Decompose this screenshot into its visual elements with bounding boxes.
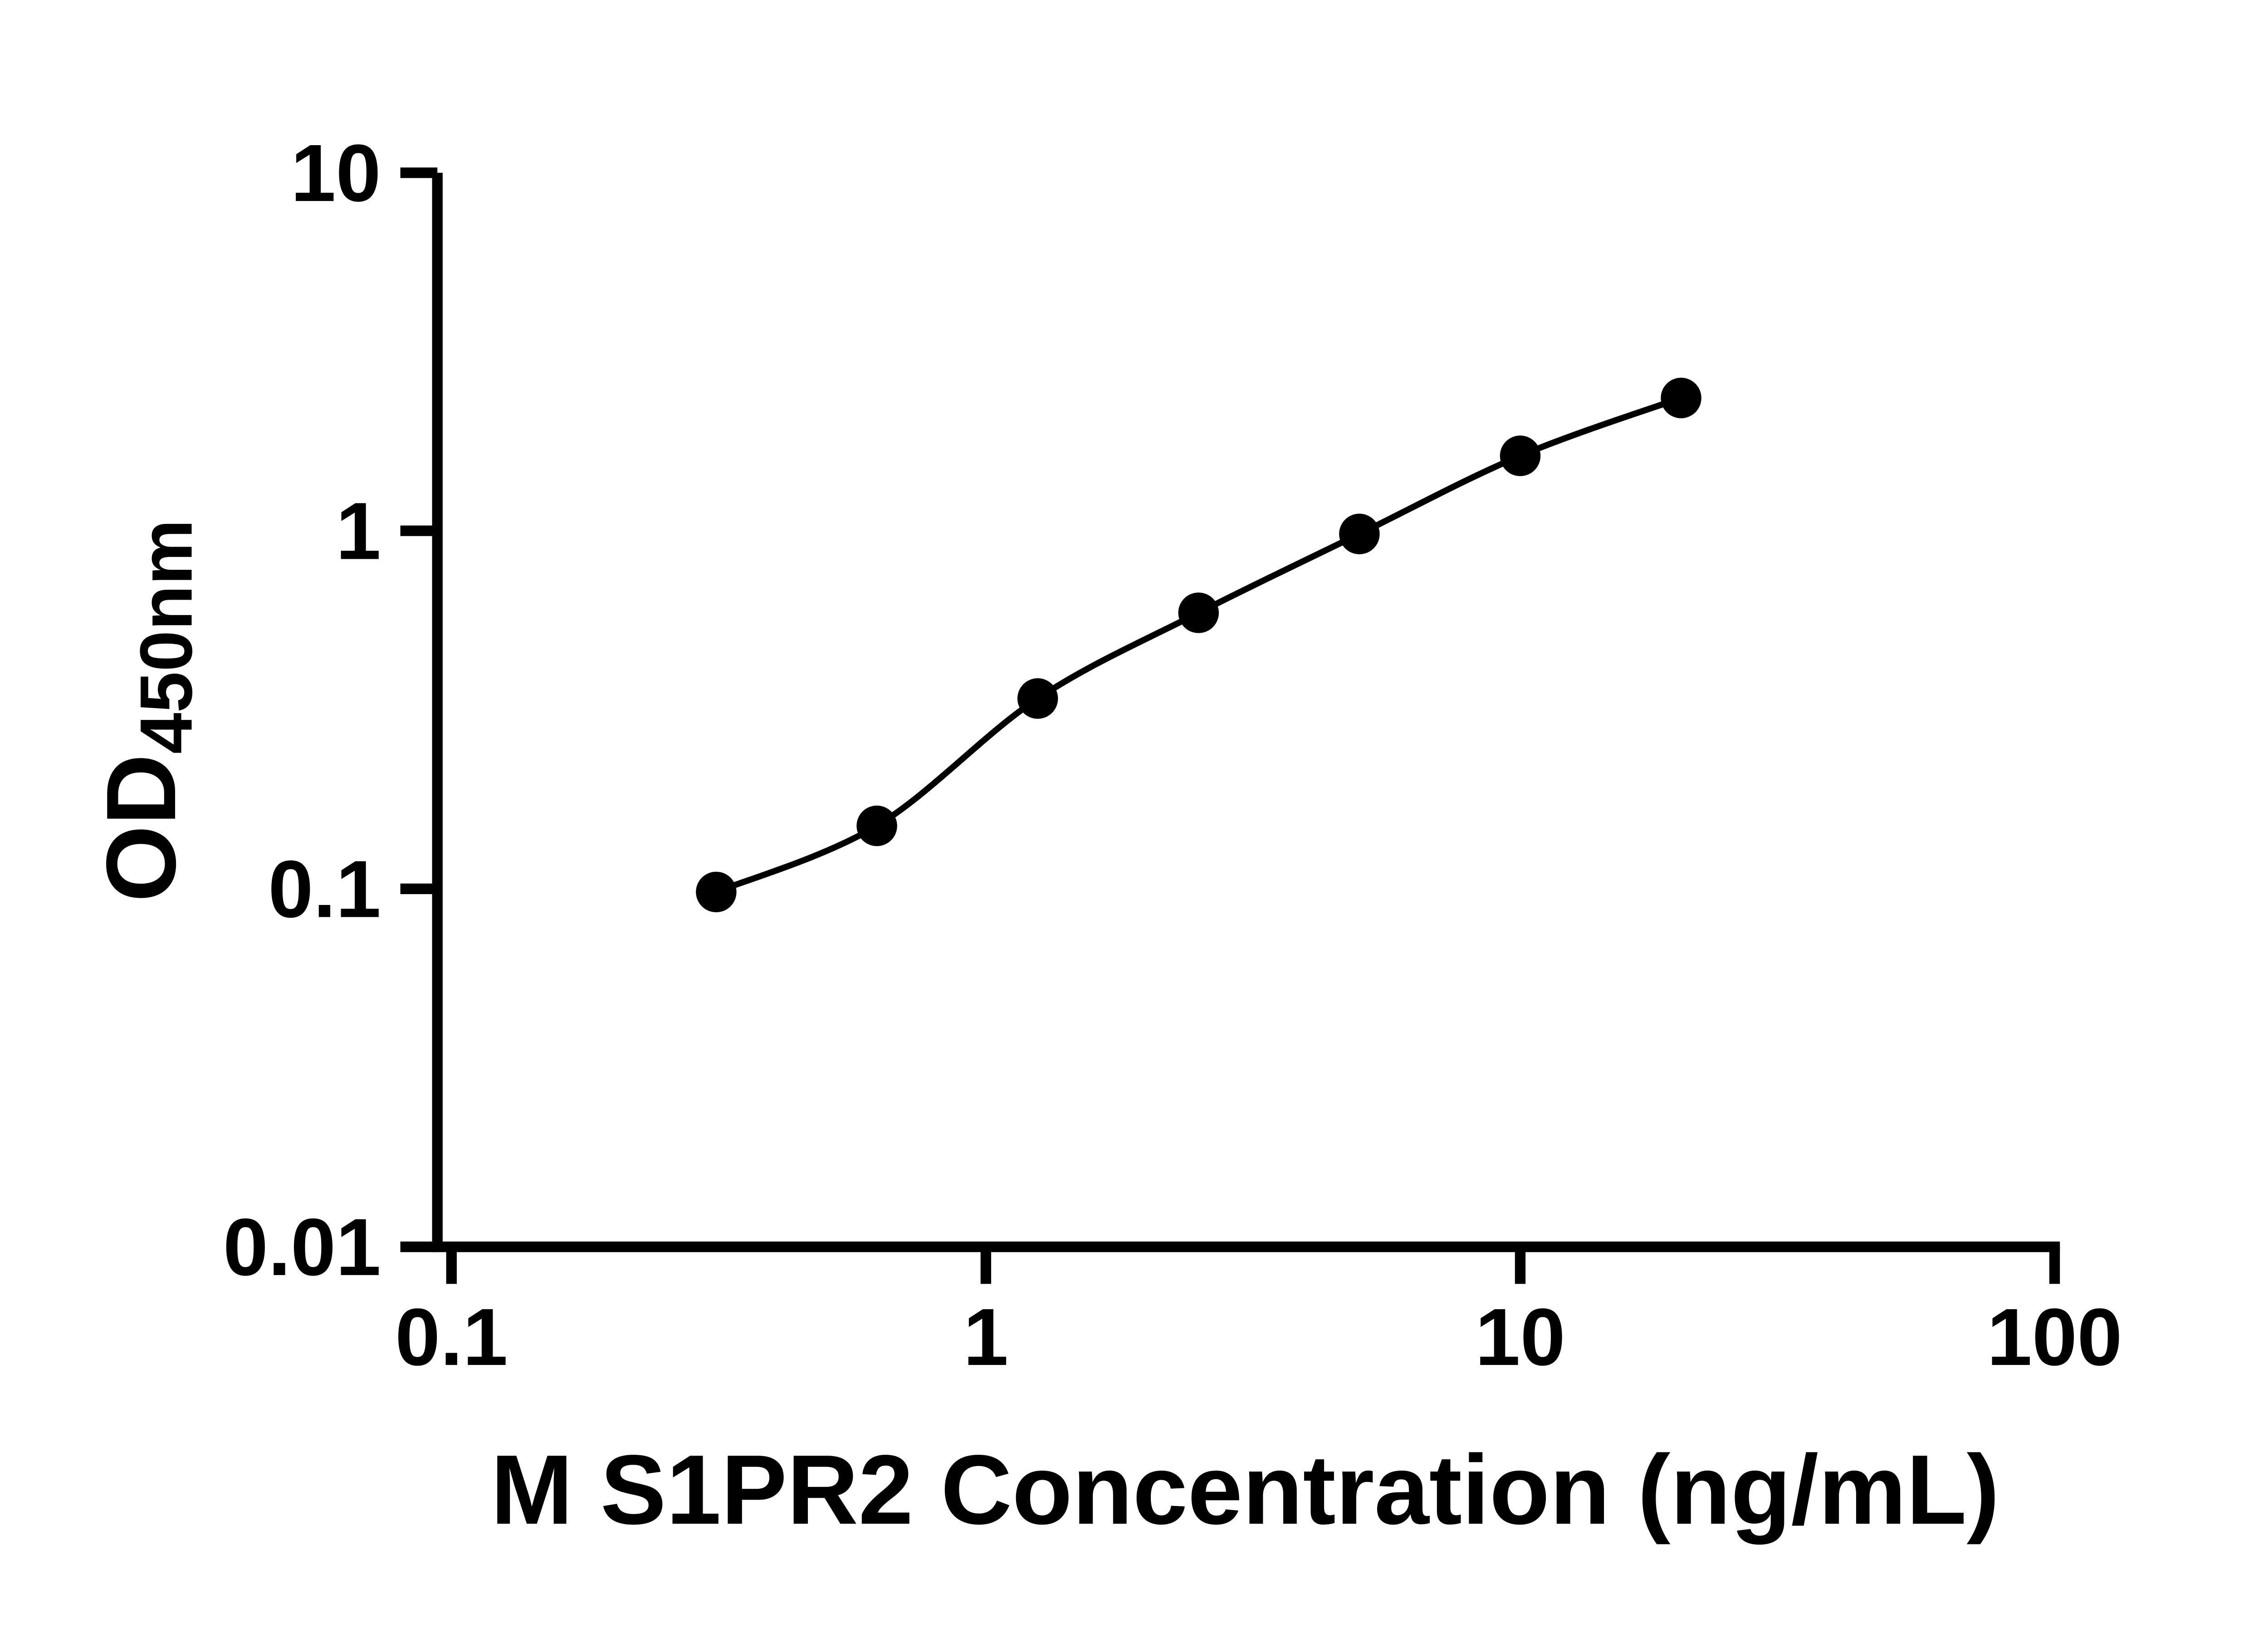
y-axis-title: OD450nm [86,519,207,902]
y-axis-title-sub: 450nm [124,519,207,754]
y-axis-title-main: OD [86,754,196,902]
x-tick-label: 0.1 [395,1291,508,1382]
data-point [1017,678,1058,719]
x-tick-label: 1 [963,1291,1008,1382]
data-point [1339,513,1380,554]
y-tick-label: 1 [336,485,381,576]
data-point [856,805,897,846]
data-point [696,871,737,913]
data-points [696,377,1701,913]
y-tick-label: 10 [291,127,381,218]
data-point [1178,592,1219,633]
y-tick-label: 0.01 [223,1202,381,1292]
data-point [1500,435,1541,476]
x-axis-title: M S1PR2 Concentration (ng/mL) [491,1435,1999,1545]
x-tick-label: 100 [1987,1291,2122,1382]
axis-frame [432,172,2060,1252]
data-point [1661,377,1701,419]
axes [432,172,2060,1252]
x-tick-label: 10 [1475,1291,1565,1382]
y-tick-label: 0.1 [268,844,381,934]
axis-ticks [400,167,2060,1284]
